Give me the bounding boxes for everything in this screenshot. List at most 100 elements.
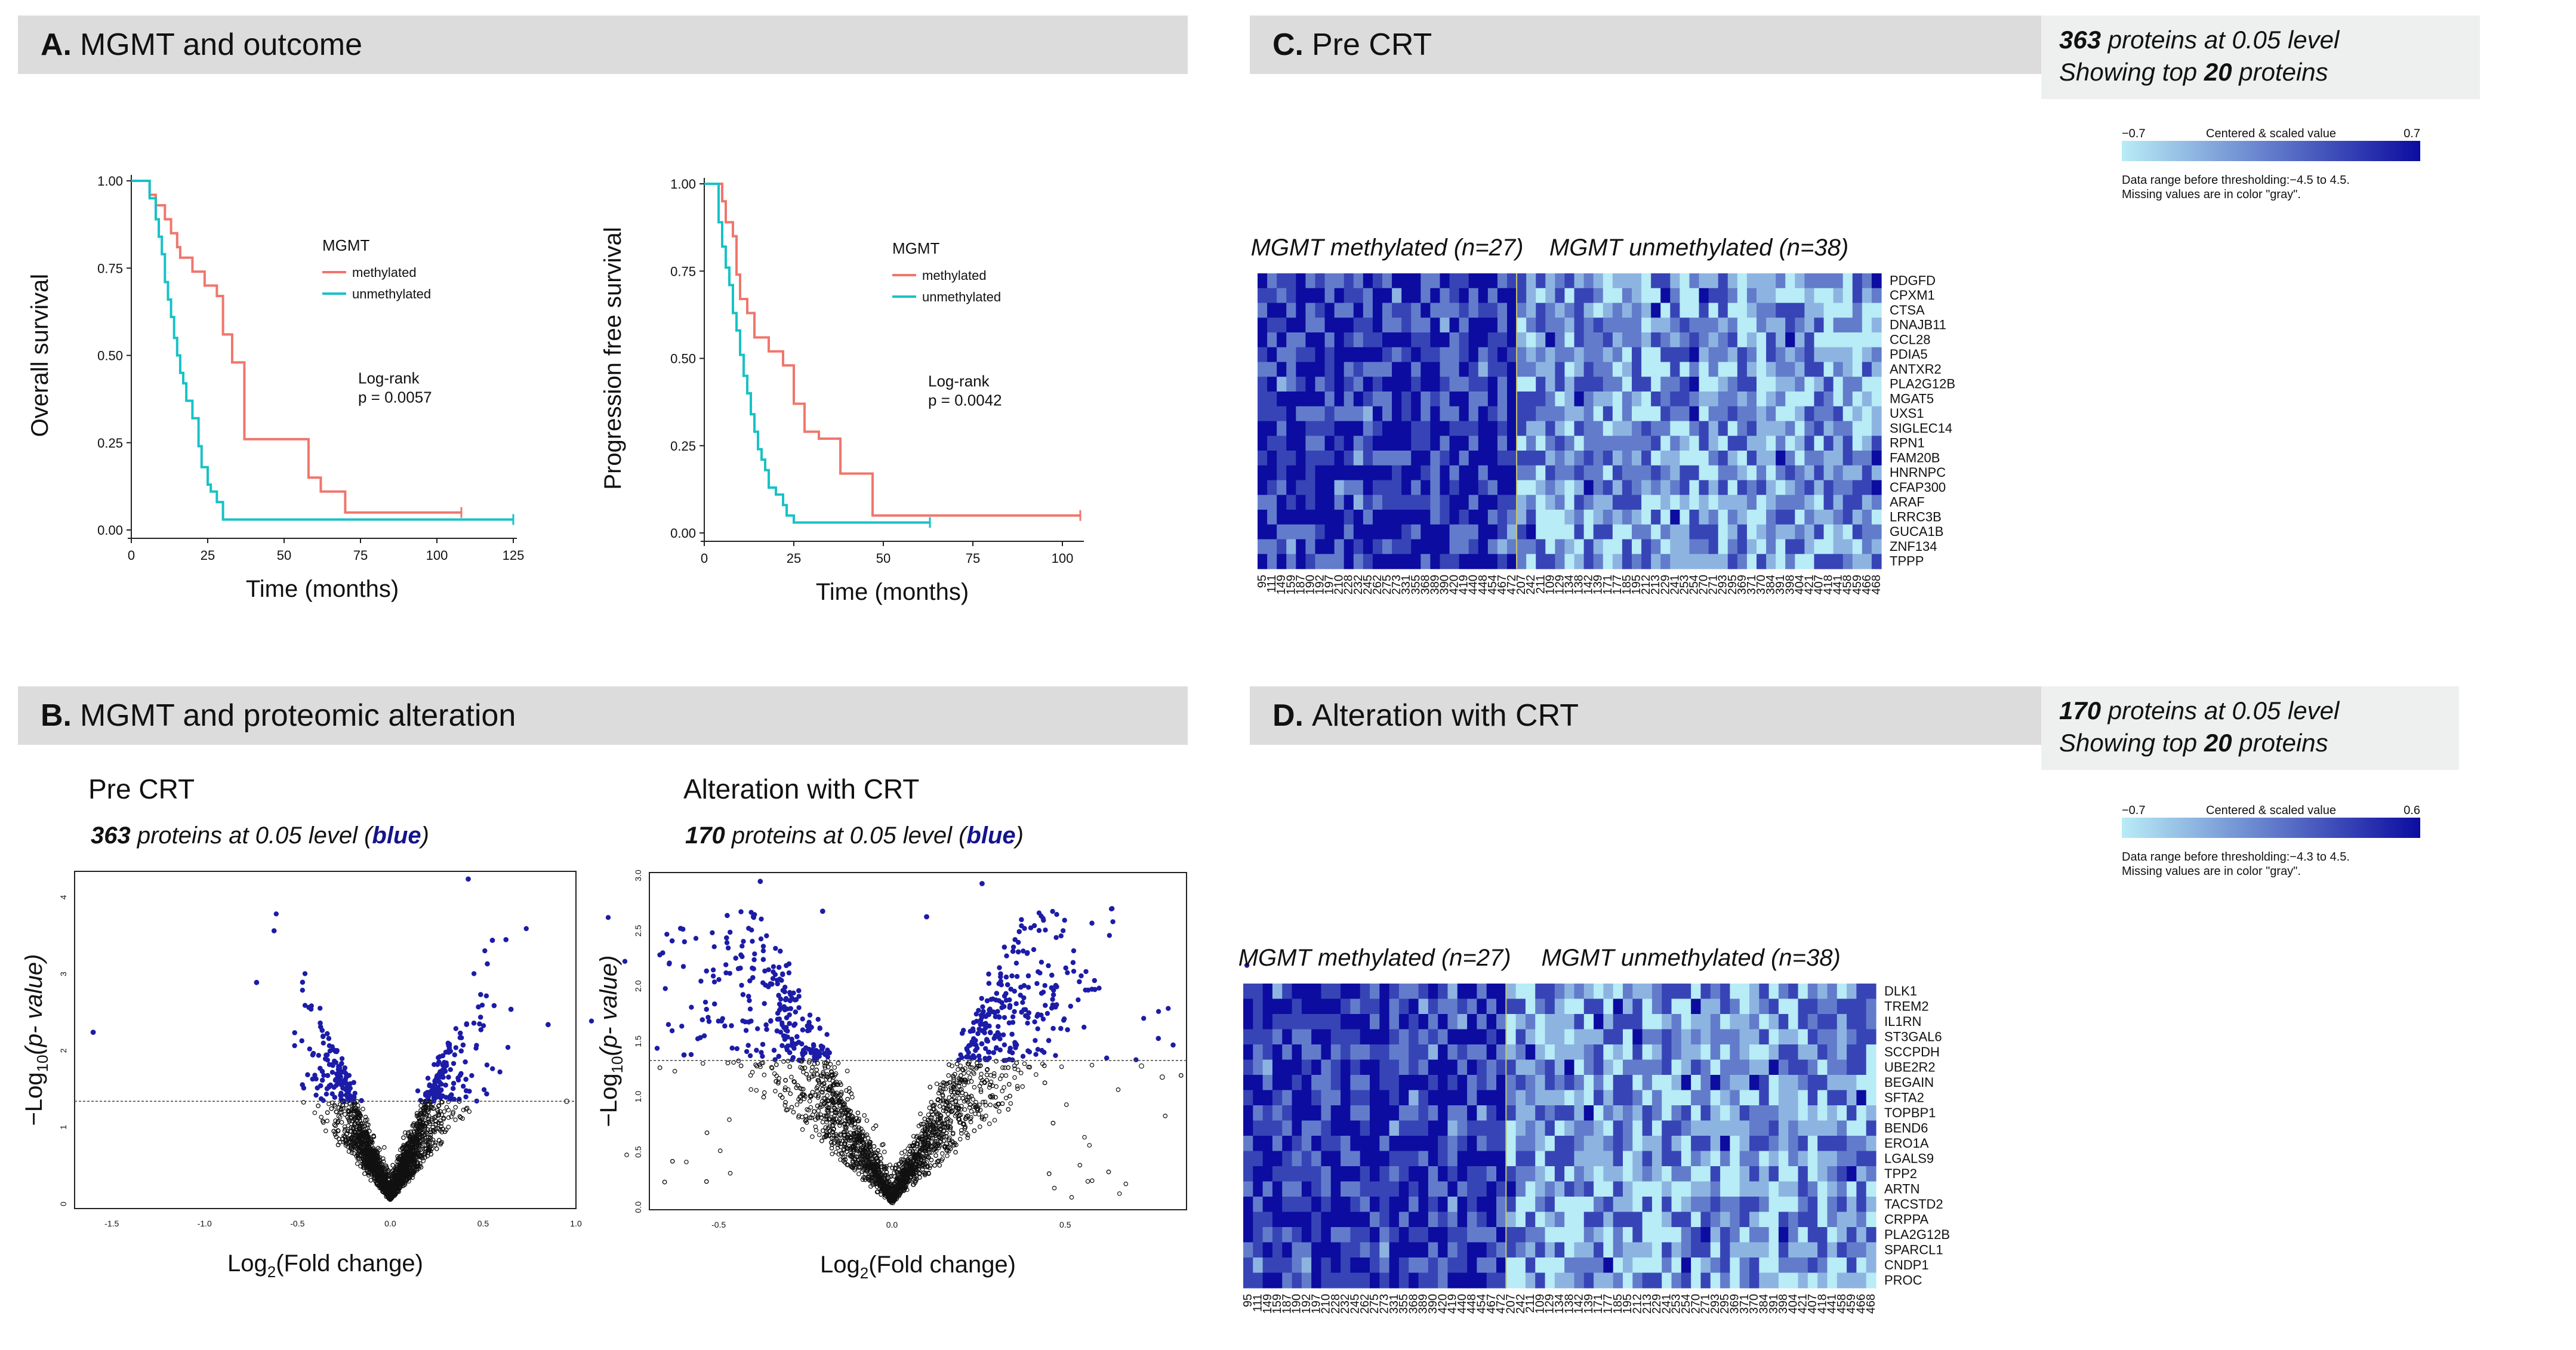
volcano_alt-point (1020, 1084, 1025, 1089)
volcano_pre-point (463, 1059, 468, 1065)
volcano-pre-blue-word: blue (372, 822, 421, 849)
volcano_pre-point (325, 1072, 331, 1078)
panel-d-count: 170 (2059, 696, 2102, 725)
volcano_pre-point (341, 1069, 347, 1075)
volcano_pre-outlier (545, 1022, 551, 1028)
volcano_pre-xlabel: Log2(Fold change) (227, 1250, 423, 1281)
volcano_pre-point (449, 1092, 454, 1098)
os-legend-label: unmethylated (352, 286, 431, 301)
volcano_pre-point (443, 1082, 448, 1088)
volcano_pre-point (292, 1043, 297, 1049)
volcano_pre-point (380, 1156, 386, 1161)
volcano_pre-point (300, 987, 305, 993)
volcano_alt-point (1013, 960, 1019, 966)
os-ytick-label: 1.00 (97, 174, 123, 189)
volcano_alt-point (711, 944, 717, 950)
volcano_alt-point (1071, 948, 1077, 954)
volcano_alt-point (1010, 944, 1016, 950)
volcano_pre-point (381, 1145, 387, 1150)
volcano_alt-point (817, 1132, 822, 1138)
volcano_pre-point (476, 1004, 481, 1010)
pfs-legend-title: MGMT (892, 239, 940, 257)
volcano_pre-point (401, 1135, 406, 1141)
volcano_pre-point (430, 1140, 436, 1145)
volcano_alt-point (807, 1099, 812, 1104)
volcano_alt-point (1025, 985, 1031, 990)
volcano_pre-point (337, 1065, 343, 1071)
panel-d-top: 20 (2204, 729, 2232, 757)
volcano_pre-point (464, 1105, 470, 1111)
volcano_alt-point (1116, 1087, 1121, 1092)
volcano_pre-point (436, 1104, 441, 1109)
volcano_alt-point (1092, 978, 1098, 984)
volcano_pre-point (503, 937, 509, 942)
volcano_alt-point (738, 952, 744, 958)
volcano_alt-point (1019, 923, 1024, 929)
volcano_alt-point (1079, 973, 1084, 979)
volcano_alt-point (1060, 928, 1066, 933)
volcano_pre-point (437, 1109, 443, 1114)
volcano_alt-point (789, 1074, 794, 1080)
volcano_alt-point (979, 995, 984, 1001)
panel-d-title: Alteration with CRT (1312, 698, 1579, 733)
volcano_alt-point (663, 986, 668, 991)
volcano-pre-subtitle: 363 proteins at 0.05 level (blue) (91, 822, 429, 849)
pfs-ytick-label: 0.75 (670, 264, 696, 279)
panel-c-note-line1: proteins at 0.05 level (2101, 26, 2340, 54)
volcano_pre-point (339, 1056, 345, 1062)
volcano_pre-point (423, 1091, 429, 1096)
pfs-xtick-label: 0 (701, 551, 708, 566)
panel-b-title: MGMT and proteomic alteration (80, 698, 516, 733)
volcano_pre-point (460, 1042, 466, 1048)
panel-c-letter: C. (1272, 27, 1304, 62)
volcano_alt-point (728, 1171, 733, 1176)
volcano_alt-point (820, 1120, 825, 1125)
volcano_alt-point (727, 929, 733, 935)
volcano_alt-point (772, 972, 778, 978)
volcano_alt-point (1035, 1026, 1040, 1032)
volcano_pre-point (318, 1006, 323, 1011)
pfs-ytick-label: 0.25 (670, 439, 696, 454)
volcano_alt-point (759, 916, 764, 922)
volcano_alt-point (1082, 1135, 1087, 1140)
volcano_alt-point (1000, 1032, 1006, 1038)
volcano_alt-point (716, 977, 722, 982)
pfs-legend-label: unmethylated (922, 289, 1001, 304)
panel-c-count: 363 (2059, 26, 2102, 54)
os-xtick-label: 100 (426, 548, 448, 563)
volcano_pre-point (318, 1096, 324, 1102)
os-logrank-label: Log-rank (358, 369, 420, 387)
volcano_pre-point (363, 1114, 368, 1120)
volcano_alt-point (711, 979, 717, 985)
volcano_alt-point (816, 1108, 821, 1113)
volcano_alt-point (1042, 983, 1047, 988)
volcano_pre-point (453, 1117, 458, 1123)
volcano_pre-outlier (489, 938, 495, 943)
volcano_alt-point (1033, 1052, 1039, 1057)
volcano_alt-point (624, 1152, 629, 1157)
volcano_pre-point (505, 1044, 511, 1050)
volcano_alt-point (725, 945, 731, 951)
volcano_pre-xtick-label: 1.0 (570, 1219, 582, 1228)
panel-d-note-line1: proteins at 0.05 level (2101, 696, 2340, 725)
volcano_pre-point (347, 1119, 352, 1124)
volcano_pre-point (480, 1023, 486, 1028)
volcano_pre-point (485, 961, 490, 967)
volcano_alt-point (758, 936, 764, 942)
volcano_pre-point (461, 1108, 466, 1112)
volcano_alt-point (862, 1113, 867, 1118)
volcano_alt-point (790, 1055, 796, 1061)
volcano_alt-point (815, 1089, 820, 1093)
volcano_alt-point (779, 1043, 785, 1049)
volcano_pre-point (325, 1118, 330, 1124)
volcano_alt-point (747, 1006, 753, 1012)
volcano_pre-point (329, 1106, 334, 1111)
os-pvalue: p = 0.0057 (358, 388, 432, 406)
volcano_pre-point (430, 1138, 436, 1142)
volcano_pre-xlabel-rest: (Fold change) (276, 1250, 423, 1277)
volcano_pre-outlier (508, 1006, 514, 1012)
volcano_alt-point (1053, 1053, 1058, 1058)
volcano_pre-point (316, 1053, 322, 1058)
volcano_pre-point (362, 1171, 367, 1176)
volcano_pre-point (461, 1083, 466, 1089)
